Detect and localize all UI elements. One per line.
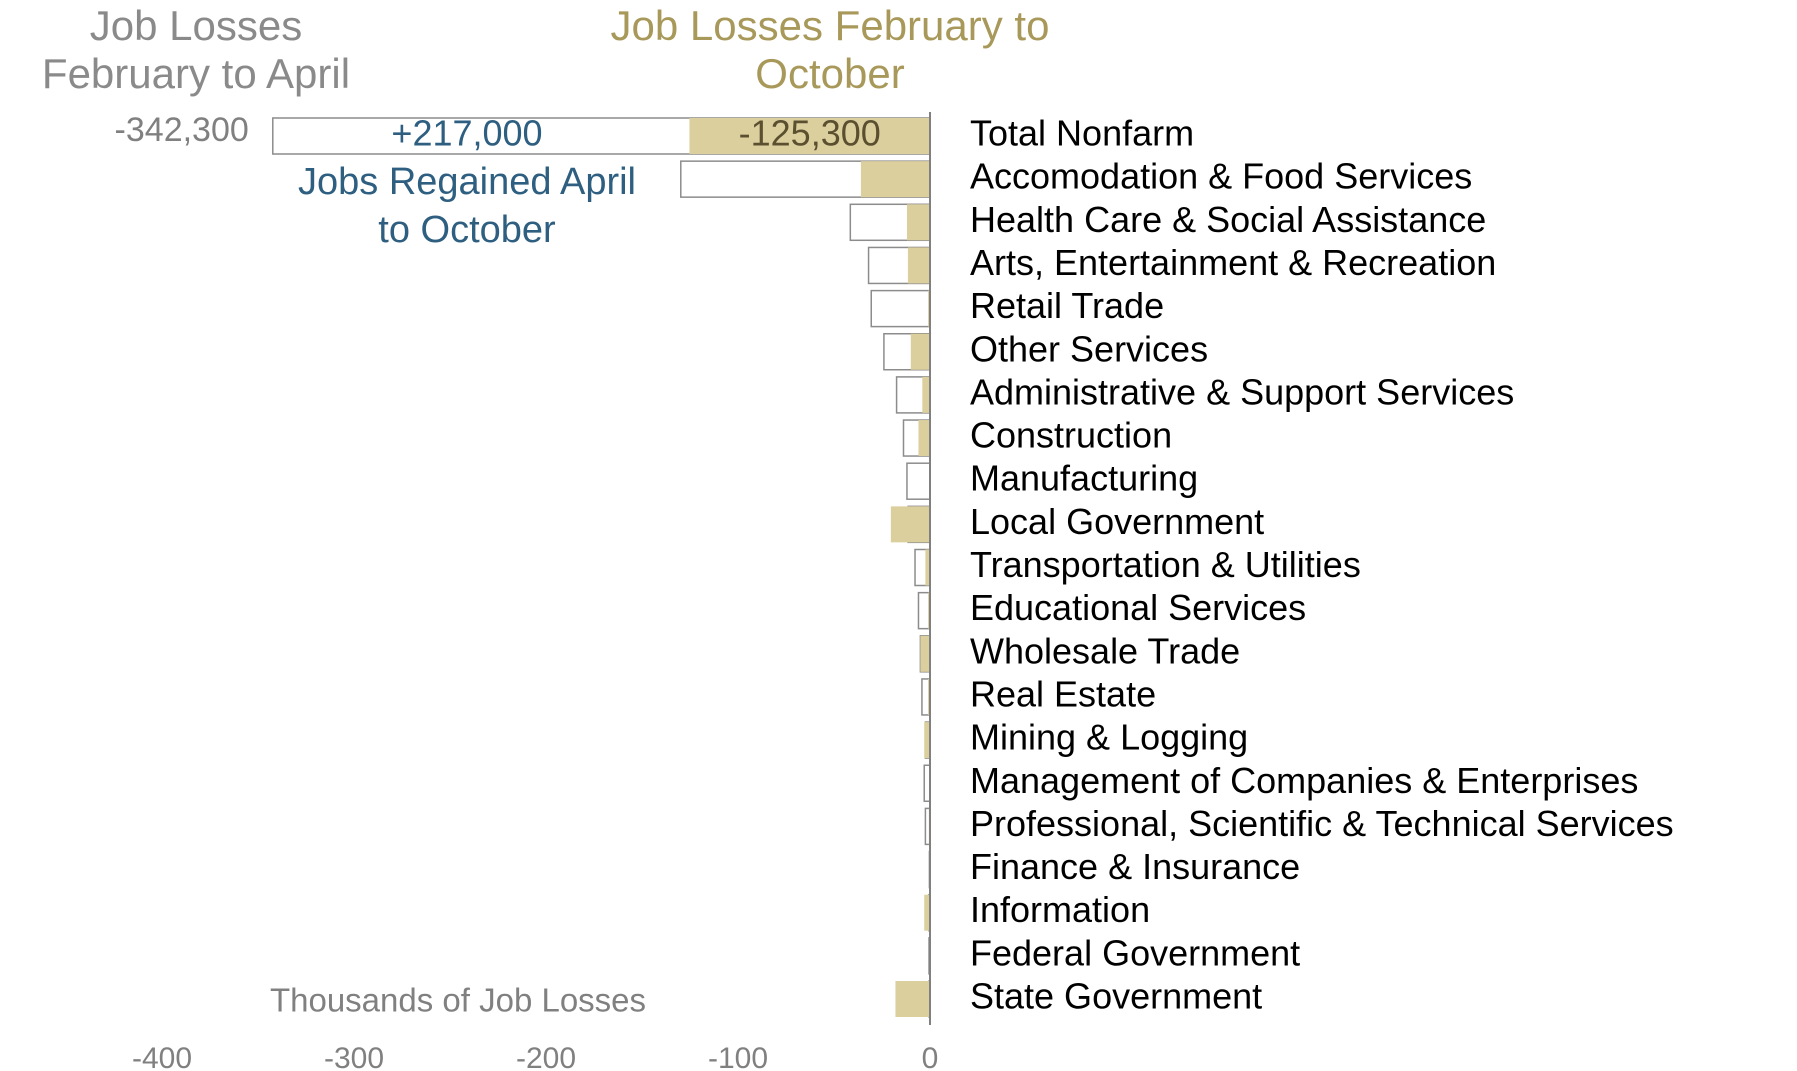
- bar: [918, 420, 930, 457]
- x-axis-label: Thousands of Job Losses: [270, 982, 646, 1019]
- category-label: Administrative & Support Services: [970, 371, 1514, 412]
- category-label: Federal Government: [970, 932, 1300, 973]
- category-label: Manufacturing: [970, 458, 1198, 499]
- series-title: Job Losses February to October: [610, 2, 1050, 97]
- x-tick-label: 0: [922, 1042, 939, 1071]
- value-label: -342,300: [115, 111, 249, 149]
- bar: [924, 894, 930, 931]
- bar: [860, 161, 930, 198]
- category-label: Management of Companies & Enterprises: [970, 760, 1638, 801]
- x-tick-label: -400: [132, 1042, 192, 1071]
- category-label: Finance & Insurance: [970, 846, 1300, 887]
- category-label: Educational Services: [970, 587, 1306, 628]
- bar: [924, 722, 930, 759]
- category-label: Health Care & Social Assistance: [970, 199, 1486, 240]
- bar: [870, 289, 931, 328]
- category-label: Arts, Entertainment & Recreation: [970, 242, 1496, 283]
- bar: [906, 462, 931, 500]
- category-label: Retail Trade: [970, 285, 1164, 326]
- category-label: Accomodation & Food Services: [970, 156, 1472, 197]
- category-label: State Government: [970, 976, 1262, 1017]
- category-label: Wholesale Trade: [970, 630, 1240, 671]
- category-label: Information: [970, 889, 1150, 930]
- annotation: +217,000: [391, 113, 542, 154]
- x-tick-label: -200: [516, 1042, 576, 1071]
- x-tick-label: -300: [324, 1042, 384, 1071]
- value-label: -125,300: [739, 113, 881, 154]
- category-label: Local Government: [970, 501, 1264, 542]
- category-label: Construction: [970, 415, 1172, 456]
- category-label: Professional, Scientific & Technical Ser…: [970, 803, 1674, 844]
- category-label: Real Estate: [970, 673, 1156, 714]
- category-label: Other Services: [970, 328, 1208, 369]
- annotation: Jobs Regained April to October: [298, 161, 636, 251]
- bar: [890, 506, 930, 543]
- bar: [920, 635, 930, 672]
- series-title: Job Losses February to April: [41, 2, 351, 97]
- bar: [925, 549, 930, 586]
- bar: [689, 118, 930, 154]
- bar: [906, 204, 930, 241]
- category-label: Total Nonfarm: [970, 113, 1194, 154]
- category-label: Transportation & Utilities: [970, 544, 1361, 585]
- bar: [907, 247, 930, 284]
- x-tick-label: -100: [708, 1042, 768, 1071]
- bar: [895, 981, 930, 1017]
- category-label: Mining & Logging: [970, 717, 1248, 758]
- bar: [910, 333, 930, 370]
- bar: [922, 376, 930, 413]
